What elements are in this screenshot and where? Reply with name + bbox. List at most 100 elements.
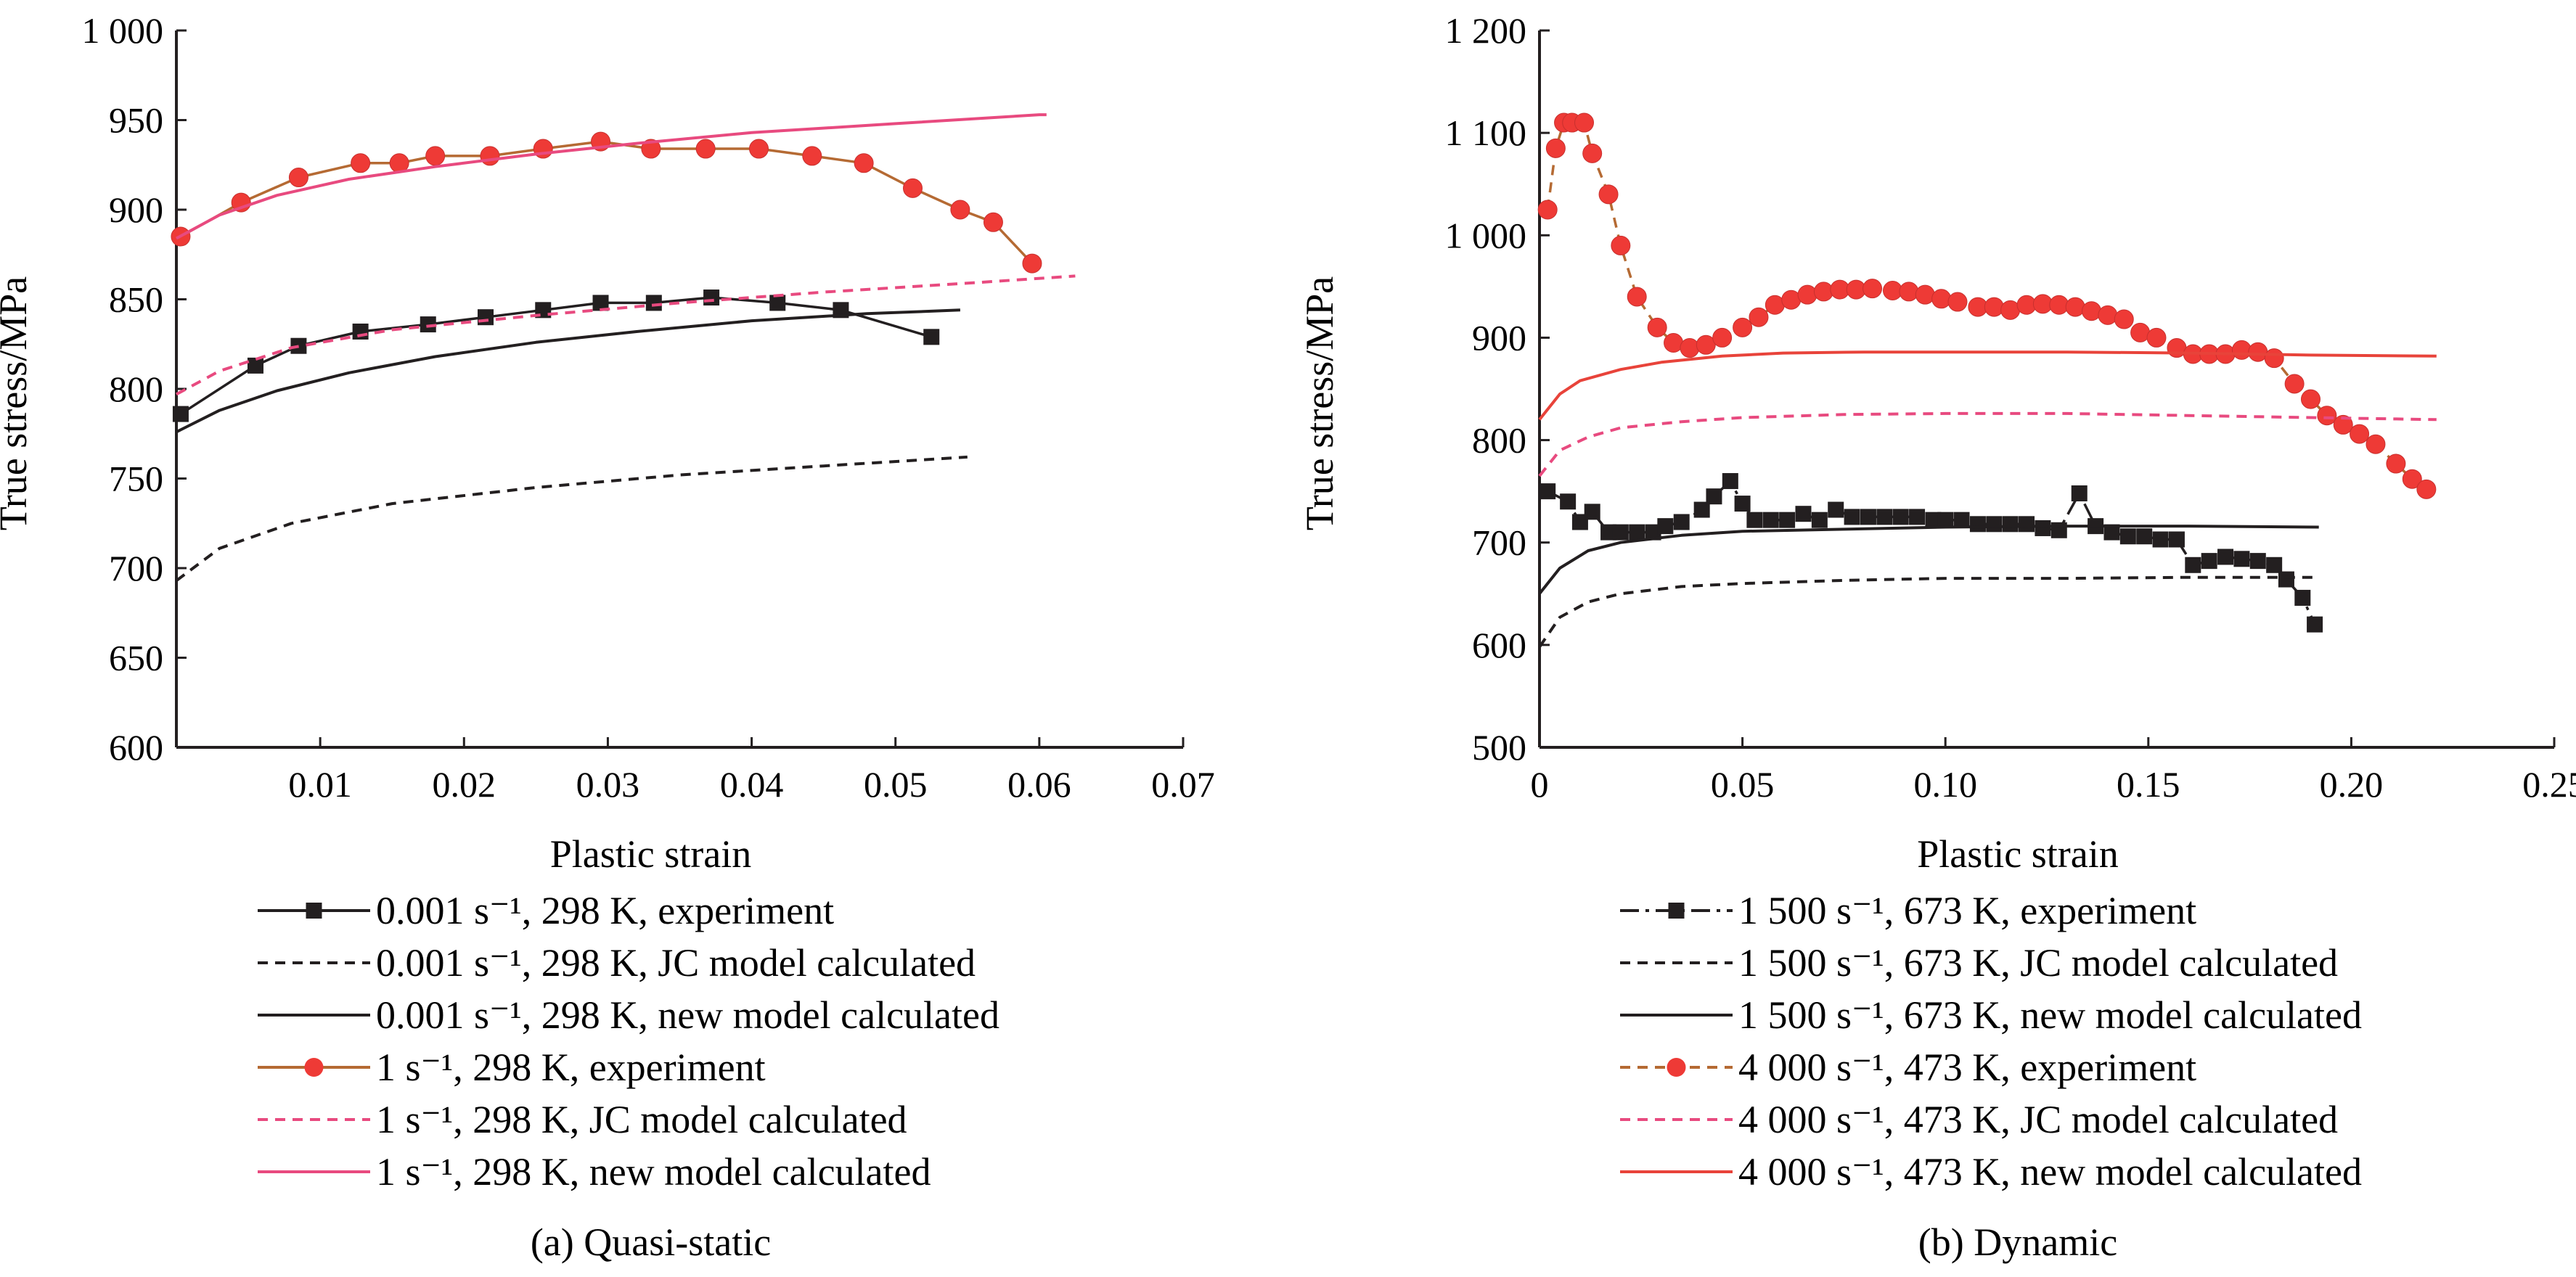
- series-0: [172, 290, 940, 422]
- data-point: [1584, 504, 1600, 520]
- legend-label: 4 000 s⁻¹, 473 K, new model calculated: [1738, 1150, 2362, 1194]
- x-tick-label: 0.20: [2320, 764, 2384, 805]
- x-tick-label: 0.05: [1711, 764, 1775, 805]
- data-point: [1811, 512, 1828, 528]
- data-point: [420, 316, 436, 333]
- data-point: [352, 323, 369, 340]
- data-point: [2152, 531, 2169, 548]
- data-point: [769, 295, 786, 311]
- x-tick-label: 0.03: [576, 764, 640, 805]
- y-tick-label: 1 100: [1445, 112, 1527, 153]
- data-point: [2098, 305, 2118, 325]
- y-tick-label: 700: [1472, 522, 1526, 563]
- data-point: [2266, 557, 2283, 573]
- series-line: [175, 455, 968, 582]
- data-point: [1629, 524, 1645, 541]
- data-point: [2146, 327, 2167, 348]
- series-3: [171, 131, 1042, 274]
- legend-label: 1 500 s⁻¹, 673 K, new model calculated: [1738, 993, 2362, 1037]
- data-point: [478, 309, 494, 326]
- data-point: [1560, 493, 1577, 510]
- data-point: [983, 212, 1003, 232]
- series-2: [1538, 525, 2319, 595]
- data-point: [1598, 184, 1619, 205]
- x-tick-label: 0.04: [720, 764, 784, 805]
- y-tick-label: 1 000: [82, 10, 164, 51]
- data-point: [1722, 473, 1738, 490]
- x-tick-label: 0.06: [1007, 764, 1071, 805]
- series-line: [1538, 525, 2319, 595]
- legend-item: 0.001 s⁻¹, 298 K, JC model calculated: [258, 941, 976, 985]
- series-line: [1547, 480, 2316, 625]
- legend-label: 0.001 s⁻¹, 298 K, JC model calculated: [376, 941, 976, 985]
- y-tick-label: 600: [1472, 625, 1526, 665]
- data-point: [2264, 348, 2284, 369]
- legend-item: 1 s⁻¹, 298 K, experiment: [258, 1046, 766, 1089]
- data-point: [172, 406, 189, 422]
- data-point: [645, 295, 662, 311]
- series-0: [1540, 473, 2323, 633]
- data-point: [1693, 501, 1710, 518]
- chart-dynamic: 500 600 700 800 900 1 000 1 100 1 200 0 0.05 0.10 0…: [1298, 10, 2576, 1264]
- y-tick-label: 1 200: [1445, 10, 1527, 51]
- data-point: [2071, 485, 2088, 501]
- y-axis-label: True stress/MPa: [1298, 276, 1341, 531]
- data-point: [1537, 200, 1558, 220]
- data-point: [1022, 253, 1042, 274]
- data-point: [1749, 307, 1769, 327]
- y-tick-label: 850: [109, 279, 163, 320]
- series-2: [176, 308, 960, 434]
- data-point: [2082, 301, 2102, 321]
- y-tick-label: 800: [109, 369, 163, 409]
- x-tick-label: 0.07: [1151, 764, 1215, 805]
- legend-item: 1 500 s⁻¹, 673 K, JC model calculated: [1620, 941, 2338, 985]
- data-point: [1712, 327, 1733, 348]
- data-point: [2231, 340, 2252, 360]
- data-point: [2233, 551, 2250, 567]
- data-point: [1582, 143, 1603, 163]
- series-line: [1538, 350, 2437, 421]
- legend-item: 1 500 s⁻¹, 673 K, experiment: [1620, 889, 2196, 932]
- y-tick-label: 1 000: [1445, 215, 1527, 255]
- x-tick-label: 0.25: [2522, 764, 2576, 805]
- legend-swatch-marker: [1668, 903, 1685, 919]
- legend-swatch-marker: [304, 1058, 324, 1077]
- series-1: [175, 455, 968, 582]
- series-line: [176, 113, 1047, 240]
- data-point: [2402, 469, 2422, 489]
- data-point: [1909, 509, 1926, 525]
- legend-item: 4 000 s⁻¹, 473 K, new model calculated: [1620, 1150, 2362, 1194]
- legend-item: 4 000 s⁻¹, 473 K, experiment: [1620, 1046, 2196, 1089]
- x-axis-label: Plastic strain: [550, 832, 751, 876]
- data-point: [1545, 138, 1566, 158]
- data-point: [1876, 509, 1893, 525]
- data-point: [1657, 518, 1674, 535]
- series-1: [1538, 575, 2319, 648]
- data-point: [2119, 528, 2136, 545]
- x-axis-label: Plastic strain: [1917, 832, 2118, 876]
- legend-item: 1 500 s⁻¹, 673 K, new model calculated: [1620, 993, 2362, 1037]
- data-point: [802, 146, 822, 166]
- legend-label: 1 s⁻¹, 298 K, new model calculated: [376, 1150, 931, 1194]
- y-tick-label: 500: [1472, 727, 1526, 768]
- data-point: [1795, 506, 1812, 522]
- y-tick-label: 750: [109, 459, 163, 499]
- data-point: [351, 153, 371, 173]
- data-point: [950, 200, 970, 220]
- series-line: [180, 140, 1034, 265]
- data-point: [2136, 528, 2153, 545]
- data-point: [288, 168, 308, 188]
- data-point: [1863, 279, 1883, 299]
- y-tick-label: 700: [109, 548, 163, 588]
- data-point: [2168, 531, 2185, 548]
- data-point: [1600, 524, 1617, 541]
- data-point: [1706, 488, 1722, 505]
- data-point: [2307, 616, 2323, 633]
- data-point: [1860, 509, 1876, 525]
- data-point: [1612, 524, 1629, 541]
- data-point: [1844, 509, 1860, 525]
- data-point: [2185, 557, 2201, 573]
- data-point: [1696, 334, 1716, 355]
- x-tick-label: 0.05: [864, 764, 928, 805]
- legend-item: 4 000 s⁻¹, 473 K, JC model calculated: [1620, 1098, 2338, 1141]
